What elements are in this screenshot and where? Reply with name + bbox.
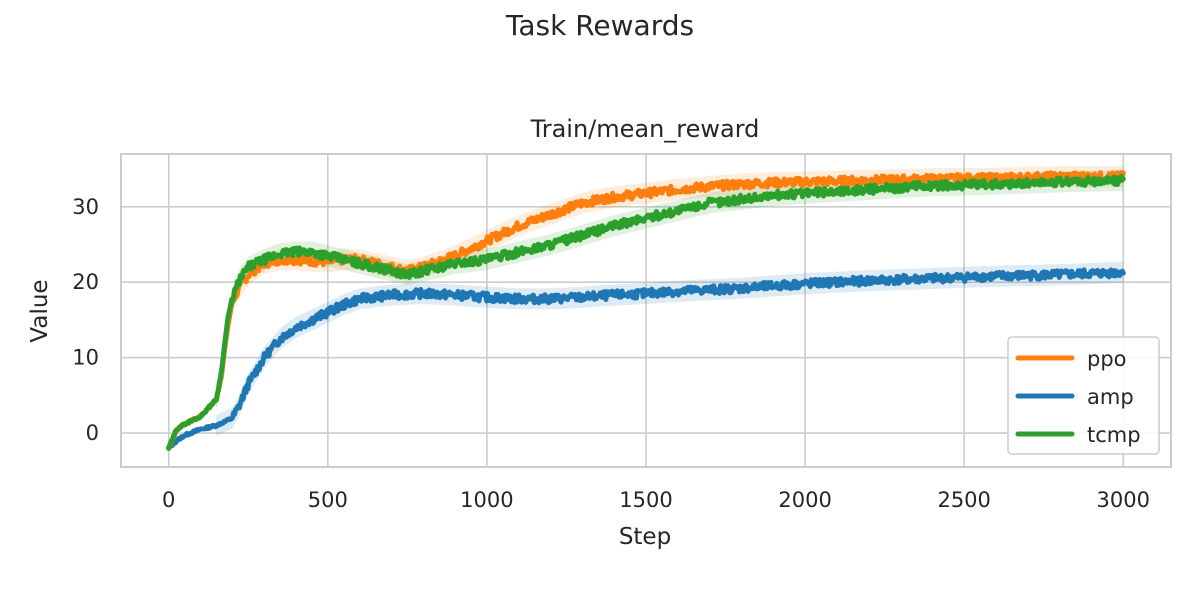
legend-box [1007,336,1160,455]
variance-band-amp [168,261,1124,450]
x-tick-label: 2000 [778,488,831,512]
y-axis-label: Value [27,279,53,342]
series-line-amp [166,267,1126,451]
x-tick-label: 3000 [1097,488,1150,512]
x-tick-label: 0 [162,488,175,512]
plot-frame [120,153,1172,468]
series-line-tcmp [166,173,1126,451]
y-tick-label: 0 [86,421,99,445]
variance-band-tcmp [168,169,1124,450]
y-tick-label: 10 [72,346,99,370]
series-layer [166,170,1126,451]
chart-title: Train/mean_reward [530,115,760,143]
x-tick-label: 500 [308,488,348,512]
legend: ppo amp tcmp [1007,336,1160,455]
x-tick-label: 1500 [619,488,672,512]
variance-bands [168,166,1124,450]
figure-suptitle: Task Rewards [505,9,694,42]
x-tick-label: 1000 [460,488,513,512]
grid-layer [121,154,1171,467]
tick-labels: 0 500 1000 1500 2000 2500 3000 0 10 20 30 [72,195,1150,512]
legend-label-amp: amp [1087,385,1134,409]
x-axis-label: Step [619,524,671,550]
x-tick-label: 2500 [937,488,990,512]
legend-label-ppo: ppo [1087,347,1127,371]
y-tick-label: 20 [72,270,99,294]
legend-label-tcmp: tcmp [1087,423,1141,447]
y-tick-label: 30 [72,195,99,219]
